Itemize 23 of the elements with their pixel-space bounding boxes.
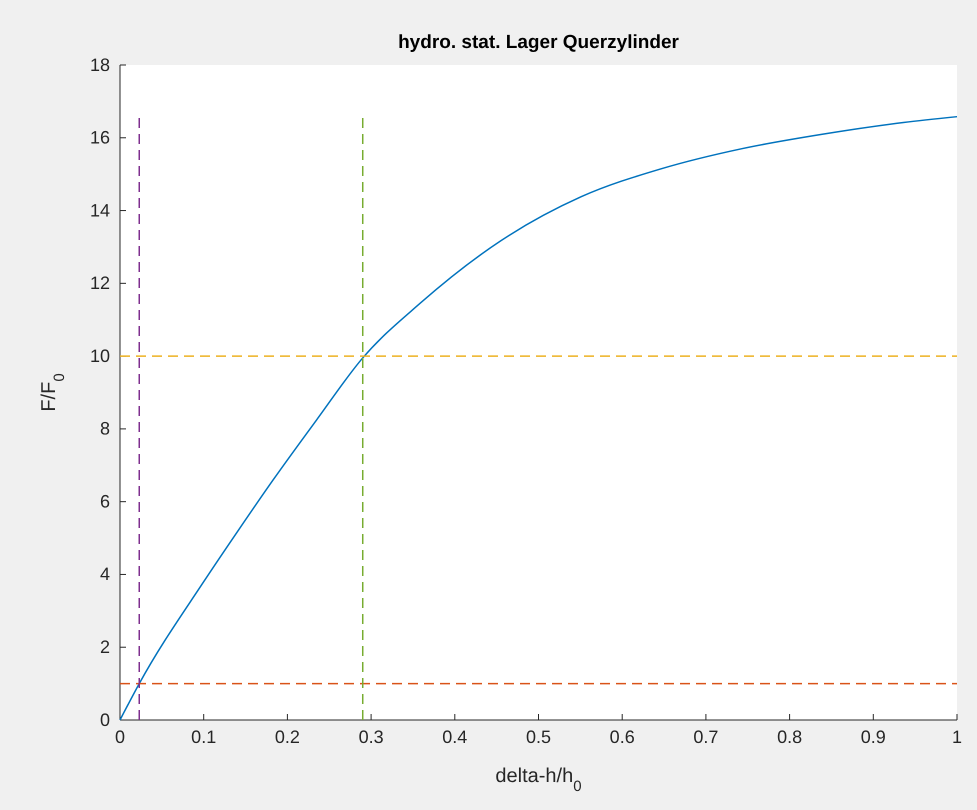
x-tick-label: 0.1 bbox=[191, 726, 216, 747]
x-tick-label: 0.9 bbox=[860, 726, 886, 747]
x-tick-label: 0.8 bbox=[777, 726, 802, 747]
x-tick-label: 0.4 bbox=[442, 726, 468, 747]
x-tick-label: 0.6 bbox=[610, 726, 635, 747]
y-tick-label: 16 bbox=[90, 128, 110, 148]
chart-title: hydro. stat. Lager Querzylinder bbox=[398, 32, 680, 53]
x-tick-label: 0.3 bbox=[358, 726, 384, 747]
x-tick-label: 0.5 bbox=[526, 726, 552, 747]
y-tick-label: 8 bbox=[100, 418, 110, 439]
y-tick-label: 0 bbox=[100, 710, 110, 730]
x-tick-label: 1 bbox=[952, 726, 962, 747]
y-tick-label: 4 bbox=[100, 564, 110, 584]
x-tick-label: 0.7 bbox=[693, 726, 718, 747]
x-tick-label: 0.2 bbox=[274, 726, 300, 747]
y-tick-label: 12 bbox=[90, 273, 110, 294]
y-tick-label: 18 bbox=[90, 54, 110, 75]
y-tick-label: 14 bbox=[90, 200, 110, 220]
y-tick-label: 10 bbox=[90, 346, 110, 366]
x-tick-label: 0 bbox=[114, 726, 126, 747]
x-axis-title: delta-h/h$_{0}$ bbox=[495, 765, 582, 794]
y-tick-label: 2 bbox=[100, 636, 110, 657]
y-tick-label: 6 bbox=[100, 491, 110, 512]
